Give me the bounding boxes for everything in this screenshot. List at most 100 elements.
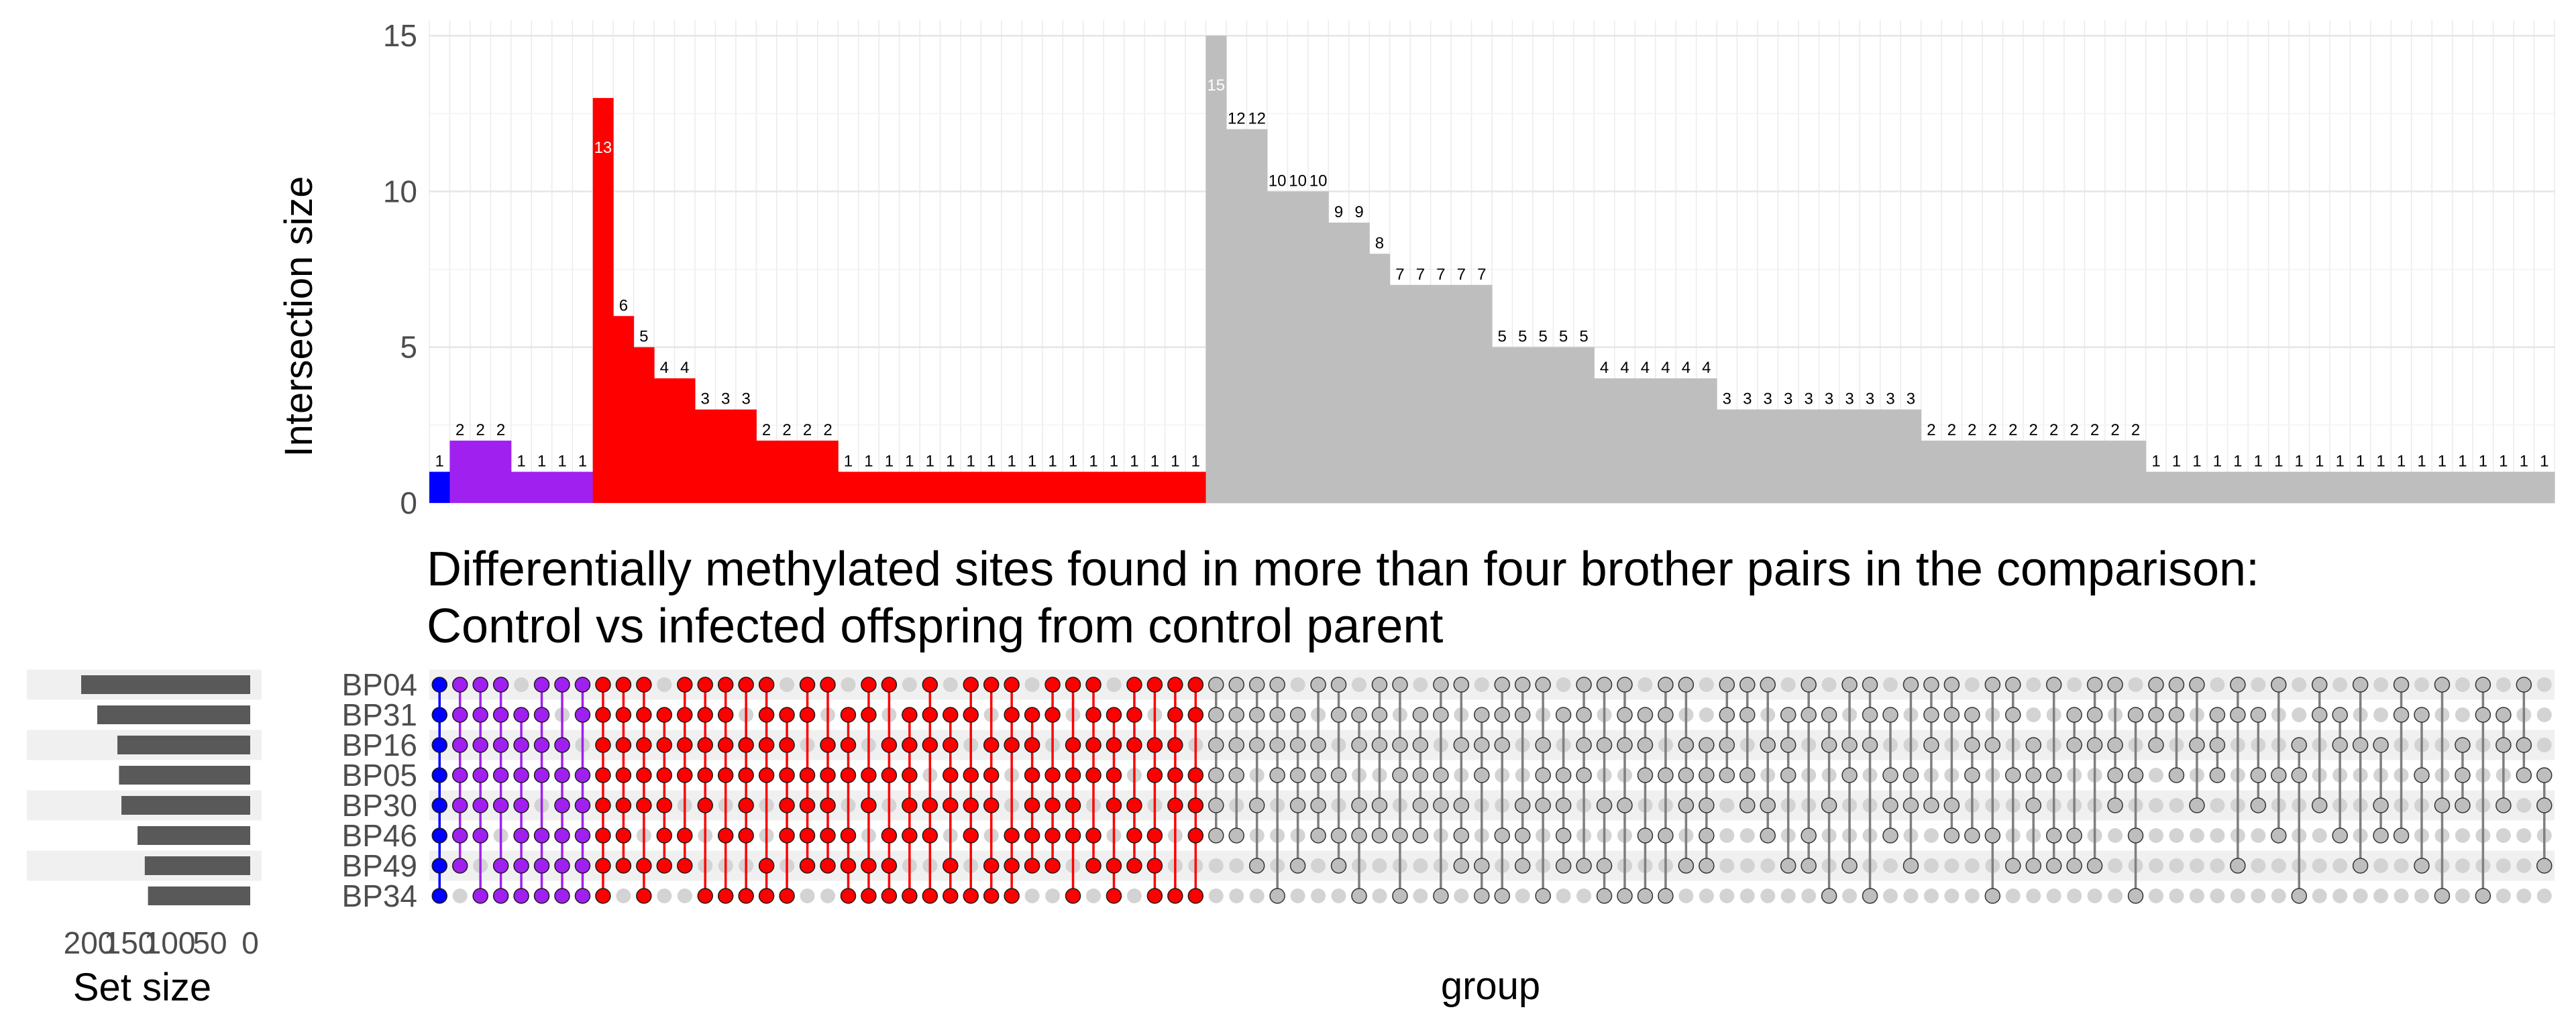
inactive-dot (2046, 889, 2061, 903)
intersection-bar-label: 3 (1804, 390, 1813, 408)
active-dot (1085, 858, 1102, 874)
inactive-dot (1086, 889, 1101, 903)
active-dot (1739, 797, 1756, 813)
active-dot (717, 737, 734, 753)
active-dot (492, 797, 509, 813)
active-dot (1004, 858, 1020, 874)
inactive-dot (2169, 858, 2184, 873)
intersection-bar-label: 2 (496, 421, 505, 439)
y-tick-label: 0 (400, 485, 417, 520)
inactive-dot (2312, 828, 2327, 843)
active-dot (738, 888, 754, 904)
active-dot (1106, 888, 1122, 904)
active-dot (554, 888, 570, 904)
active-dot (1106, 797, 1122, 813)
inactive-dot (2516, 858, 2532, 873)
active-dot (513, 858, 529, 874)
intersection-bar (2227, 471, 2249, 503)
intersection-bar (1144, 471, 1166, 503)
intersection-bar (1798, 409, 1819, 503)
intersection-bar-label: 1 (2254, 453, 2263, 471)
active-dot (963, 797, 979, 813)
active-dot (2230, 858, 2246, 874)
intersection-bar-label: 5 (1538, 328, 1547, 346)
intersection-bar (1614, 378, 1635, 503)
active-dot (1760, 797, 1776, 813)
active-dot (1310, 797, 1326, 813)
intersection-bar (1307, 191, 1329, 503)
active-dot (1433, 888, 1449, 904)
active-dot (1596, 677, 1613, 693)
active-dot (1412, 797, 1429, 813)
active-dot (1351, 797, 1367, 813)
inactive-dot (1413, 677, 1428, 692)
inactive-dot (943, 677, 958, 692)
inactive-dot (2026, 677, 2041, 692)
active-dot (2373, 827, 2389, 844)
active-dot (1760, 737, 1776, 753)
intersection-bar (2452, 471, 2473, 503)
active-dot (1126, 707, 1142, 723)
active-dot (1760, 827, 1776, 844)
active-dot (451, 677, 468, 693)
active-dot (1024, 767, 1040, 783)
active-dot (1535, 888, 1551, 904)
active-dot (1678, 797, 1695, 813)
intersection-bar (1737, 409, 1758, 503)
inactive-dot (1964, 858, 1980, 873)
active-dot (2250, 797, 2267, 813)
intersection-bar (879, 471, 900, 503)
active-dot (983, 767, 1000, 783)
active-dot (451, 737, 468, 753)
active-dot (451, 767, 468, 783)
active-dot (1269, 707, 1285, 723)
inactive-dot (1964, 677, 1980, 692)
intersection-bar (2432, 471, 2453, 503)
active-dot (943, 797, 959, 813)
active-dot (574, 888, 591, 904)
active-dot (1351, 888, 1367, 904)
active-dot (1923, 707, 1939, 723)
inactive-dot (2149, 768, 2163, 783)
active-dot (1371, 737, 1388, 753)
inactive-dot (2536, 677, 2552, 692)
intersection-bar (1717, 409, 1738, 503)
intersection-bar-label: 2 (455, 421, 464, 439)
active-dot (2393, 827, 2410, 844)
inactive-dot (2373, 889, 2389, 903)
active-dot (943, 737, 959, 753)
active-dot (840, 827, 857, 844)
inactive-dot (657, 889, 672, 903)
active-dot (677, 737, 693, 753)
active-dot (1146, 737, 1163, 753)
active-dot (738, 737, 754, 753)
intersection-bar-label: 2 (1947, 421, 1956, 439)
active-dot (2475, 888, 2491, 904)
inactive-dot (2026, 889, 2041, 903)
active-dot (738, 827, 754, 844)
inactive-dot (2516, 889, 2532, 903)
intersection-bar-label: 4 (1620, 359, 1629, 377)
active-dot (2373, 737, 2389, 753)
active-dot (2332, 707, 2348, 723)
active-dot (1146, 858, 1163, 874)
intersection-bar (735, 409, 757, 503)
active-dot (1555, 827, 1572, 844)
active-dot (983, 888, 1000, 904)
set-name-label: BP46 (341, 818, 417, 853)
active-dot (1964, 827, 1980, 844)
intersection-bar-label: 4 (680, 359, 689, 377)
active-dot (1923, 797, 1939, 813)
intersection-bar-label: 1 (2479, 453, 2487, 471)
active-dot (1494, 827, 1510, 844)
intersection-bar (1267, 191, 1288, 503)
active-dot (636, 707, 652, 723)
intersection-bar-label: 3 (1886, 390, 1894, 408)
active-dot (1208, 797, 1224, 813)
inactive-dot (1229, 889, 1244, 903)
set-size-bar (148, 886, 250, 905)
intersection-bar-label: 1 (1191, 453, 1200, 471)
intersection-bar-label: 1 (2192, 453, 2201, 471)
active-dot (1269, 767, 1285, 783)
active-dot (1841, 858, 1858, 874)
